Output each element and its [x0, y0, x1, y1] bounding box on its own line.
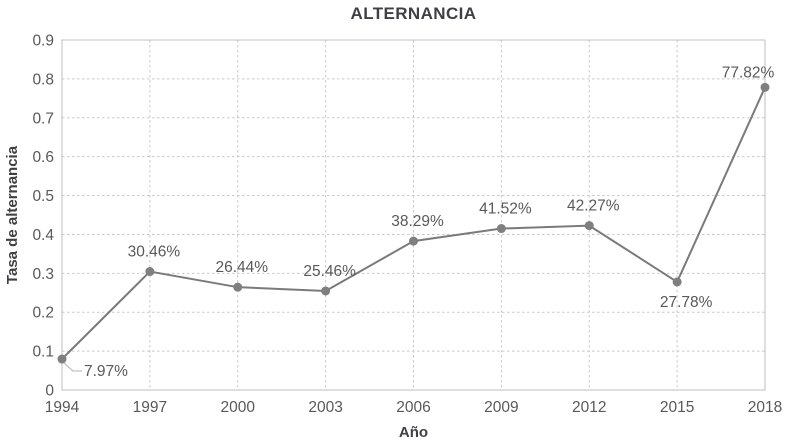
y-tick-label: 0.1 [32, 344, 54, 361]
x-tick-label: 2015 [660, 399, 694, 416]
y-tick-label: 0.5 [32, 188, 54, 205]
x-axis-title: Año [398, 424, 429, 441]
plot-border [61, 39, 766, 391]
data-label: 77.82% [722, 64, 775, 81]
data-label: 25.46% [303, 263, 356, 280]
y-tick-label: 0.3 [32, 266, 54, 283]
y-tick-label: 0.7 [32, 110, 54, 127]
data-label: 26.44% [215, 259, 268, 276]
data-point [233, 282, 243, 292]
label-leader-line [63, 362, 82, 372]
y-tick-label: 0.6 [32, 149, 54, 166]
chart-title: ALTERNANCIA [350, 4, 477, 23]
data-label: 42.27% [567, 198, 620, 215]
x-tick-label: 1997 [133, 399, 167, 416]
data-label: 30.46% [128, 244, 181, 261]
x-tick-label: 2000 [221, 399, 256, 416]
x-tick-label: 2009 [484, 399, 518, 416]
y-tick-label: 0.9 [32, 33, 54, 50]
data-label: 7.97% [84, 363, 128, 380]
data-point [760, 82, 770, 92]
data-label: 27.78% [660, 294, 713, 311]
x-tick-label: 1994 [45, 399, 80, 416]
data-point [321, 286, 331, 296]
data-point [672, 277, 682, 287]
data-point [584, 221, 594, 231]
data-point [409, 236, 418, 246]
x-tick-label: 2018 [748, 399, 782, 416]
data-point [145, 267, 155, 277]
x-tick-label: 2006 [396, 399, 430, 416]
y-tick-label: 0.4 [32, 227, 54, 244]
y-tick-label: 0.8 [32, 71, 54, 88]
x-tick-label: 2012 [572, 399, 606, 416]
data-label: 41.52% [479, 201, 532, 218]
data-point [57, 354, 67, 364]
data-label: 38.29% [391, 213, 444, 230]
y-tick-label: 0 [45, 383, 54, 400]
y-tick-label: 0.2 [32, 305, 54, 322]
x-tick-label: 2003 [308, 399, 342, 416]
data-point [496, 224, 506, 234]
